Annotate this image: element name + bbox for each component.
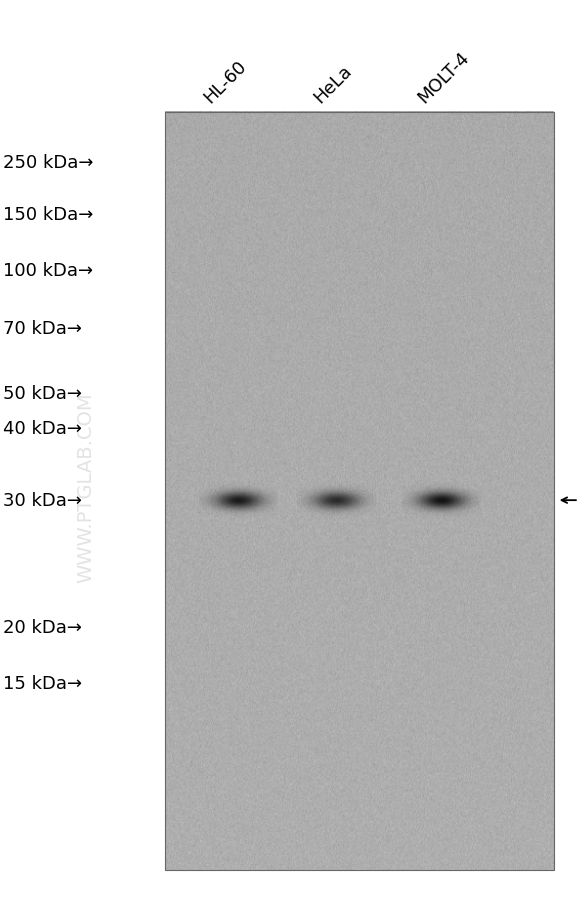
Text: 100 kDa→: 100 kDa→ [3, 262, 93, 280]
Text: 30 kDa→: 30 kDa→ [3, 492, 82, 510]
Text: 20 kDa→: 20 kDa→ [3, 618, 82, 636]
Text: HL-60: HL-60 [200, 57, 250, 106]
Text: 70 kDa→: 70 kDa→ [3, 319, 82, 337]
Text: WWW.PTGLAB.COM: WWW.PTGLAB.COM [77, 391, 95, 583]
Text: 15 kDa→: 15 kDa→ [3, 674, 82, 692]
Text: 250 kDa→: 250 kDa→ [3, 153, 93, 171]
Text: MOLT-4: MOLT-4 [415, 48, 473, 106]
Bar [165, 113, 554, 870]
Text: 50 kDa→: 50 kDa→ [3, 384, 82, 402]
Text: HeLa: HeLa [310, 61, 356, 106]
Text: 150 kDa→: 150 kDa→ [3, 206, 93, 224]
Text: 40 kDa→: 40 kDa→ [3, 419, 82, 437]
